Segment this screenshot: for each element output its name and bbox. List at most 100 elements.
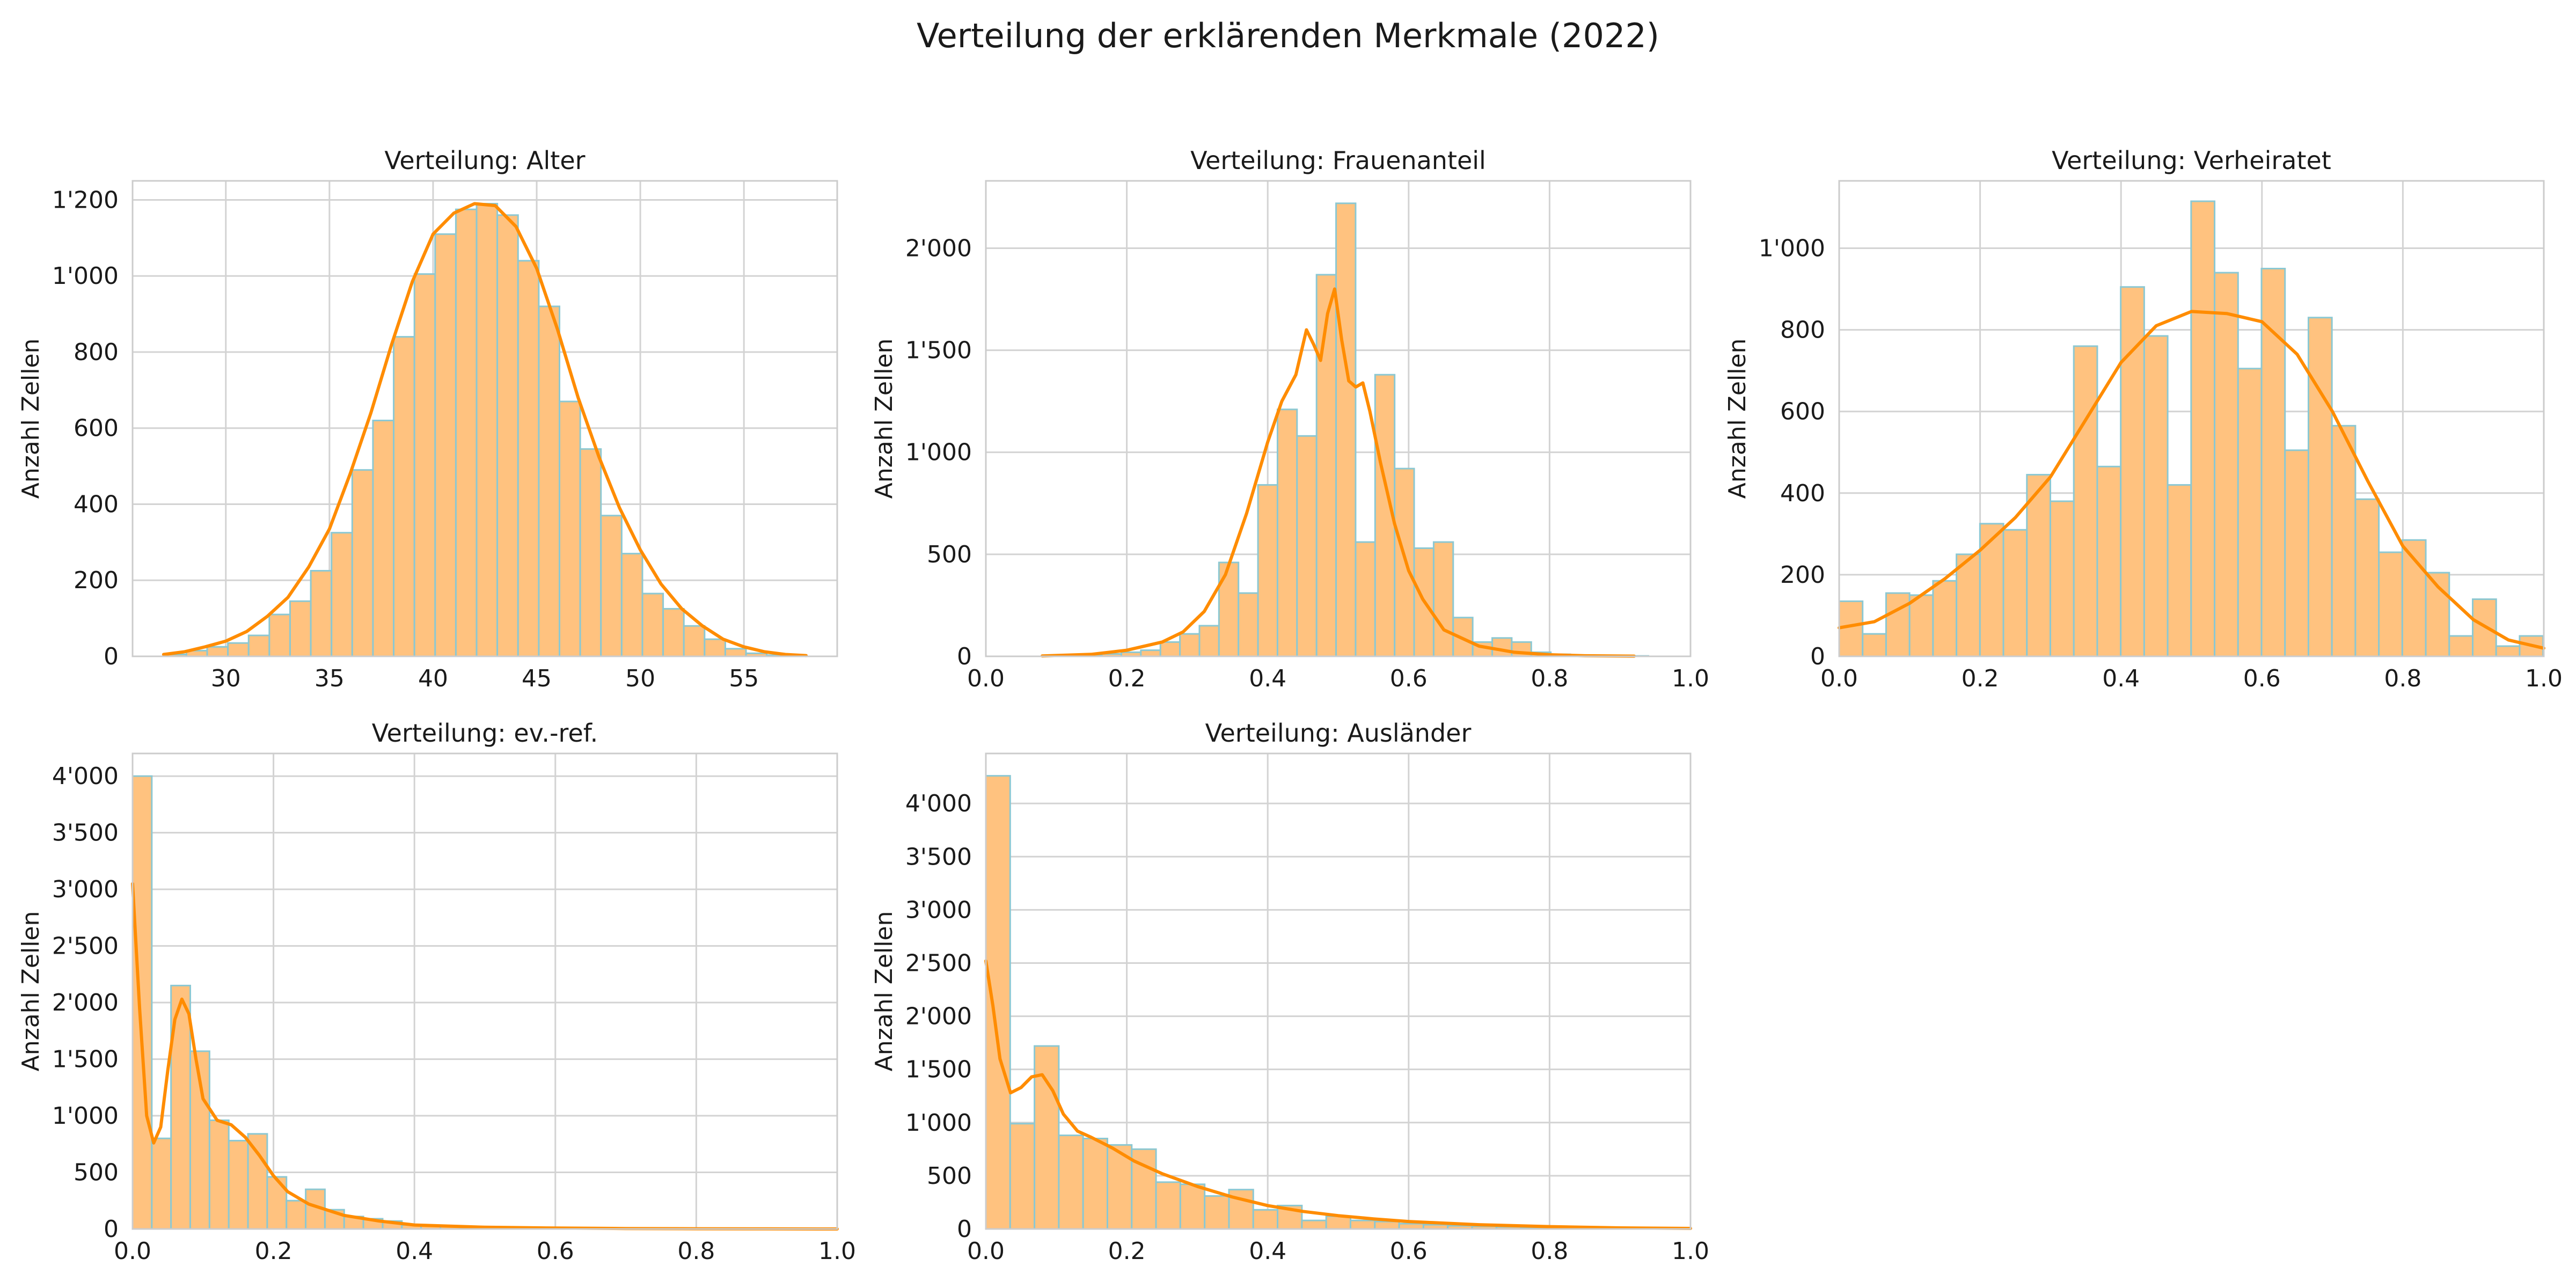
histogram-bar bbox=[2378, 551, 2403, 657]
histogram-bar bbox=[2002, 529, 2028, 657]
histogram-bar bbox=[1862, 633, 1887, 657]
histogram-bar bbox=[517, 260, 540, 657]
histogram-bar bbox=[131, 775, 153, 1230]
x-tick-label: 0.8 bbox=[1531, 1238, 1568, 1265]
x-tick-label: 35 bbox=[314, 665, 345, 692]
histogram-bar bbox=[2448, 635, 2474, 657]
plot-frame bbox=[131, 752, 838, 1230]
y-axis-label: Anzahl Zellen bbox=[1724, 339, 1751, 499]
histogram-bar bbox=[2307, 317, 2333, 657]
histogram-bar bbox=[289, 600, 312, 657]
histogram-bar bbox=[1932, 580, 1958, 657]
y-tick-label: 500 bbox=[927, 541, 972, 568]
histogram-bar bbox=[724, 648, 747, 657]
x-tick-label: 0.4 bbox=[396, 1238, 433, 1265]
histogram-bar bbox=[1885, 592, 1911, 657]
histogram-bar bbox=[2237, 368, 2263, 657]
y-tick-label: 0 bbox=[957, 643, 972, 670]
histogram-panel-1: Verteilung: Alter 30 35 40 45 50 55 0 200 400 600 8… bbox=[17, 146, 838, 692]
histogram-bar bbox=[2050, 500, 2075, 657]
histogram-bar bbox=[1349, 1219, 1376, 1230]
histogram-bar bbox=[2284, 449, 2309, 657]
y-tick-label: 1'500 bbox=[905, 337, 972, 364]
y-tick-label: 1'000 bbox=[905, 439, 972, 466]
histogram-bar bbox=[310, 570, 333, 657]
histogram-bar bbox=[228, 1139, 249, 1230]
x-tick-label: 0.2 bbox=[1962, 665, 1999, 692]
y-tick-label: 1'200 bbox=[52, 186, 119, 214]
histogram-bar bbox=[455, 208, 478, 657]
panel-title: Verteilung: Frauenanteil bbox=[1190, 146, 1486, 175]
histogram-bar bbox=[1257, 484, 1278, 657]
y-tick-label: 400 bbox=[74, 491, 119, 518]
histogram-bar bbox=[662, 608, 685, 657]
y-tick-label: 400 bbox=[1780, 480, 1825, 507]
histogram-bar bbox=[1155, 1181, 1181, 1230]
x-tick-label: 50 bbox=[625, 665, 655, 692]
histogram-bar bbox=[1296, 435, 1318, 657]
histogram-bar bbox=[1491, 637, 1513, 657]
histogram-bar bbox=[475, 203, 499, 657]
histogram-bar bbox=[2354, 498, 2380, 657]
y-tick-label: 3'500 bbox=[52, 819, 119, 847]
panel-title: Verteilung: Verheiratet bbox=[2052, 146, 2331, 175]
histogram-bar bbox=[2214, 272, 2239, 657]
y-tick-label: 2'500 bbox=[52, 933, 119, 960]
kde-curve bbox=[131, 882, 839, 1231]
histogram-bar bbox=[985, 775, 1011, 1230]
histogram-bar bbox=[247, 634, 270, 657]
histogram-bar bbox=[331, 532, 353, 657]
y-tick-label: 1'000 bbox=[1759, 235, 1825, 262]
y-tick-label: 2'000 bbox=[905, 235, 972, 262]
histogram-bar bbox=[1009, 1123, 1036, 1230]
histogram-bar bbox=[600, 515, 623, 657]
kde-curve bbox=[984, 959, 1692, 1230]
x-tick-label: 0.4 bbox=[1249, 665, 1286, 692]
x-tick-label: 1.0 bbox=[2525, 665, 2563, 692]
x-tick-label: 0.6 bbox=[2243, 665, 2281, 692]
y-tick-label: 500 bbox=[74, 1159, 119, 1187]
x-tick-label: 30 bbox=[211, 665, 241, 692]
histogram-bar bbox=[372, 420, 395, 657]
plot-frame bbox=[985, 752, 1692, 1230]
histogram-bar bbox=[1198, 625, 1220, 657]
figure-title: Verteilung der erklärenden Merkmale (202… bbox=[917, 16, 1659, 55]
histogram-bar bbox=[496, 214, 519, 657]
x-tick-label: 0.8 bbox=[677, 1238, 715, 1265]
histogram-bar bbox=[2260, 268, 2286, 657]
histogram-bar bbox=[2096, 465, 2122, 657]
histogram-bar bbox=[1204, 1195, 1230, 1230]
histogram-bar bbox=[206, 646, 229, 657]
histogram-bar bbox=[208, 1119, 230, 1230]
histogram-bar bbox=[268, 613, 291, 657]
histogram-bar bbox=[351, 469, 374, 657]
y-tick-label: 1'000 bbox=[52, 1102, 119, 1130]
plot-frame bbox=[1838, 180, 2545, 657]
y-axis-label: Anzahl Zellen bbox=[17, 911, 45, 1072]
histogram-bar bbox=[1218, 561, 1240, 657]
y-axis-label: Anzahl Zellen bbox=[870, 339, 898, 499]
histogram-bar bbox=[1325, 1215, 1351, 1230]
kde-curve bbox=[1041, 287, 1636, 658]
y-tick-label: 0 bbox=[104, 1216, 119, 1243]
x-tick-label: 0.6 bbox=[1390, 1238, 1428, 1265]
histogram-bar bbox=[1179, 1183, 1206, 1230]
kde-curve bbox=[1838, 310, 2545, 650]
histogram-bar bbox=[559, 400, 581, 657]
x-tick-label: 0.0 bbox=[114, 1238, 151, 1265]
histogram-bar bbox=[1956, 553, 1981, 657]
y-tick-label: 600 bbox=[1780, 398, 1825, 426]
histogram-bar bbox=[1355, 541, 1376, 657]
x-tick-label: 0.4 bbox=[1249, 1238, 1286, 1265]
histogram-panel-4: Verteilung: ev.-ref. 0.0 0.2 0.4 0.6 0.8 1.0 0 5… bbox=[17, 719, 856, 1265]
y-tick-label: 200 bbox=[1780, 561, 1825, 589]
histogram-bar bbox=[620, 553, 643, 657]
y-tick-label: 3'500 bbox=[905, 843, 972, 870]
histogram-bar bbox=[151, 1137, 172, 1230]
y-tick-label: 0 bbox=[1810, 643, 1825, 670]
x-tick-label: 55 bbox=[729, 665, 759, 692]
kde-curve bbox=[162, 202, 808, 657]
histogram-bar bbox=[1979, 523, 2004, 657]
x-tick-label: 40 bbox=[418, 665, 448, 692]
histogram-bar bbox=[641, 592, 664, 657]
